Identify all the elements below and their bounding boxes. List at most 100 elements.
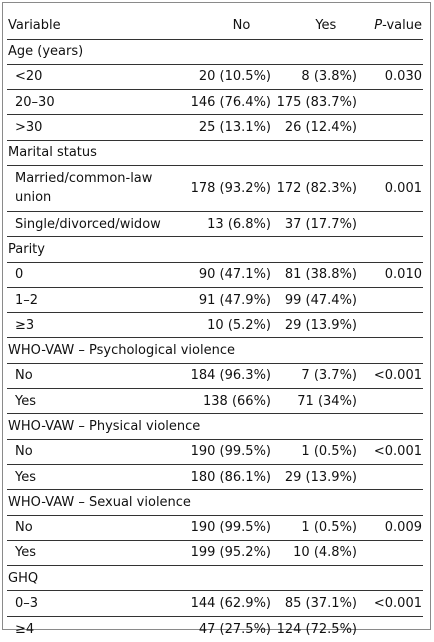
row-yes-value: 8 (3.8%) bbox=[272, 64, 358, 91]
row-yes-value: 81 (38.8%) bbox=[272, 262, 358, 288]
row-yes-value: 29 (13.9%) bbox=[272, 312, 358, 339]
table-row: 20–30 146 (76.4%) 175 (83.7%) bbox=[7, 89, 423, 116]
row-no-value: 199 (95.2%) bbox=[177, 540, 272, 567]
row-pvalue bbox=[358, 388, 423, 415]
row-no-value: 138 (66%) bbox=[177, 388, 272, 415]
row-pvalue bbox=[358, 211, 423, 238]
table-frame bbox=[2, 2, 431, 630]
row-label: <20 bbox=[7, 64, 177, 91]
row-yes-value: 124 (72.5%) bbox=[276, 621, 357, 637]
table-row: ≥4 47 (27.5%) 124 (72.5%) bbox=[7, 616, 423, 641]
table-row: <20 20 (10.5%) 8 (3.8%) 0.030 bbox=[7, 64, 423, 91]
row-pvalue: 0.009 bbox=[358, 515, 423, 541]
row-no-value: 10 (5.2%) bbox=[177, 312, 272, 339]
section-header-row: Parity bbox=[7, 236, 423, 263]
row-pvalue bbox=[358, 616, 423, 641]
row-no-value: 178 (93.2%) bbox=[177, 165, 272, 212]
row-pvalue bbox=[358, 312, 423, 339]
row-no-value: 184 (96.3%) bbox=[177, 363, 272, 390]
row-yes-value: 37 (17.7%) bbox=[272, 211, 358, 238]
section-header-row: WHO-VAW – Sexual violence bbox=[7, 489, 423, 516]
section-header-row: Age (years) bbox=[7, 38, 423, 65]
row-yes-value: 26 (12.4%) bbox=[272, 114, 358, 141]
header-pvalue-italic: P bbox=[374, 17, 383, 33]
header-row: Variable No Yes P-value bbox=[7, 12, 423, 40]
section-title: GHQ bbox=[7, 565, 423, 592]
row-pvalue: 0.030 bbox=[358, 64, 423, 91]
header-pvalue-rest: -value bbox=[382, 17, 422, 33]
row-no-value: 180 (86.1%) bbox=[177, 464, 272, 491]
row-no-value: 20 (10.5%) bbox=[177, 64, 272, 91]
row-yes-value: 7 (3.7%) bbox=[272, 363, 358, 390]
row-label: 20–30 bbox=[7, 89, 177, 116]
header-pvalue: P-value bbox=[358, 12, 423, 40]
row-pvalue: 0.001 bbox=[358, 165, 423, 212]
row-label: Single/divorced/widow bbox=[7, 211, 177, 238]
row-yes-value: 85 (37.1%) bbox=[272, 590, 358, 617]
section-title: WHO-VAW – Psychological violence bbox=[7, 337, 423, 364]
row-yes-value: 10 (4.8%) bbox=[272, 540, 358, 567]
row-yes-value: 172 (82.3%) bbox=[272, 165, 358, 212]
header-yes-label: Yes bbox=[315, 17, 337, 33]
header-no: No bbox=[177, 12, 272, 40]
table-row: Married/common-law union 178 (93.2%) 172 (… bbox=[7, 165, 423, 212]
data-table: Variable No Yes P-value Age (years) <20 20… bbox=[7, 12, 423, 642]
row-label: 0–3 bbox=[7, 590, 177, 617]
row-label: No bbox=[7, 515, 177, 541]
row-label: Yes bbox=[7, 464, 177, 491]
row-yes-value: 175 (83.7%) bbox=[272, 89, 358, 116]
row-no-value: 47 (27.5%) bbox=[198, 621, 271, 637]
table-row: >30 25 (13.1%) 26 (12.4%) bbox=[7, 114, 423, 141]
table-row: ≥3 10 (5.2%) 29 (13.9%) bbox=[7, 312, 423, 339]
row-yes-value: 71 (34%) bbox=[272, 388, 358, 415]
row-pvalue: <0.001 bbox=[358, 439, 423, 465]
row-no-value: 144 (62.9%) bbox=[177, 590, 272, 617]
table-row: Yes 180 (86.1%) 29 (13.9%) bbox=[7, 464, 423, 491]
row-label: Yes bbox=[7, 540, 177, 567]
row-pvalue bbox=[358, 464, 423, 491]
table-row: No 184 (96.3%) 7 (3.7%) <0.001 bbox=[7, 363, 423, 390]
row-label: No bbox=[7, 363, 177, 390]
row-label: >30 bbox=[7, 114, 177, 141]
row-pvalue bbox=[358, 114, 423, 141]
row-label: ≥3 bbox=[7, 312, 177, 339]
section-title: WHO-VAW – Sexual violence bbox=[7, 489, 423, 516]
section-header-row: WHO-VAW – Psychological violence bbox=[7, 337, 423, 364]
header-yes: Yes bbox=[272, 12, 358, 40]
row-no-value: 13 (6.8%) bbox=[177, 211, 272, 238]
row-label: 1–2 bbox=[7, 287, 177, 314]
row-pvalue: <0.001 bbox=[358, 363, 423, 390]
table-row: 1–2 91 (47.9%) 99 (47.4%) bbox=[7, 287, 423, 314]
row-label: ≥4 bbox=[15, 621, 35, 637]
header-no-label: No bbox=[232, 17, 251, 33]
row-yes-value: 29 (13.9%) bbox=[272, 464, 358, 491]
row-no-value: 190 (99.5%) bbox=[177, 515, 272, 541]
row-pvalue: <0.001 bbox=[358, 590, 423, 617]
section-header-row: GHQ bbox=[7, 565, 423, 592]
table-row: Single/divorced/widow 13 (6.8%) 37 (17.7%) bbox=[7, 211, 423, 238]
row-yes-value: 1 (0.5%) bbox=[272, 439, 358, 465]
section-header-row: Marital status bbox=[7, 139, 423, 166]
row-yes-value: 99 (47.4%) bbox=[272, 287, 358, 314]
row-pvalue bbox=[358, 540, 423, 567]
table-row: Yes 199 (95.2%) 10 (4.8%) bbox=[7, 540, 423, 567]
row-label: 0 bbox=[7, 262, 177, 288]
row-pvalue bbox=[358, 89, 423, 116]
row-yes-value: 1 (0.5%) bbox=[272, 515, 358, 541]
table-row: 0 90 (47.1%) 81 (38.8%) 0.010 bbox=[7, 262, 423, 288]
row-no-value: 25 (13.1%) bbox=[177, 114, 272, 141]
table-row: No 190 (99.5%) 1 (0.5%) 0.009 bbox=[7, 515, 423, 541]
row-no-value: 190 (99.5%) bbox=[177, 439, 272, 465]
table-row: Yes 138 (66%) 71 (34%) bbox=[7, 388, 423, 415]
table-row: 0–3 144 (62.9%) 85 (37.1%) <0.001 bbox=[7, 590, 423, 617]
header-variable: Variable bbox=[7, 12, 177, 40]
section-title: Age (years) bbox=[7, 38, 423, 65]
row-label: No bbox=[7, 439, 177, 465]
row-label: Yes bbox=[7, 388, 177, 415]
row-pvalue: 0.010 bbox=[358, 262, 423, 288]
row-pvalue bbox=[358, 287, 423, 314]
row-no-value: 90 (47.1%) bbox=[177, 262, 272, 288]
row-no-value: 146 (76.4%) bbox=[177, 89, 272, 116]
table-row: No 190 (99.5%) 1 (0.5%) <0.001 bbox=[7, 439, 423, 465]
row-label: Married/common-law union bbox=[7, 165, 177, 212]
